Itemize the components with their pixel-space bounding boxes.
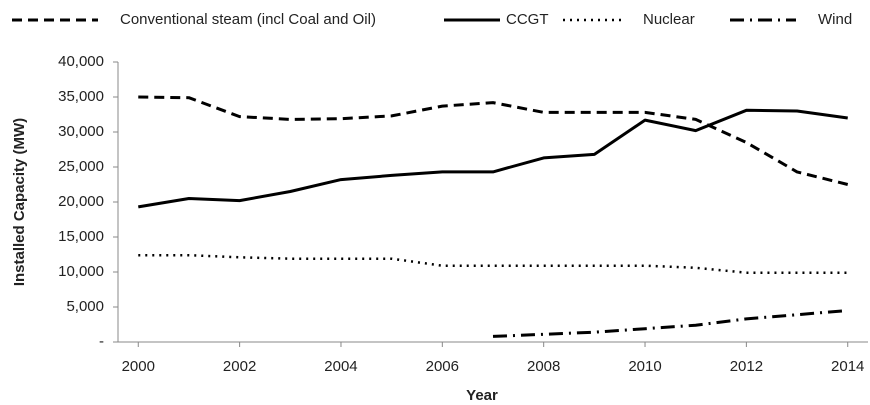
x-tick-label: 2012 — [730, 358, 763, 375]
series-line — [138, 253, 848, 274]
x-tick-label: 2010 — [628, 358, 661, 375]
y-tick-label: 15,000 — [58, 228, 104, 245]
x-tick-label: 2002 — [223, 358, 256, 375]
x-tick-label: 2004 — [324, 358, 357, 375]
x-tick-label: 2000 — [122, 358, 155, 375]
legend-label: CCGT — [506, 11, 549, 28]
x-tick-label: 2014 — [831, 358, 864, 375]
x-tick-label: 2008 — [527, 358, 560, 375]
y-tick-label: 30,000 — [58, 123, 104, 140]
y-tick-label: 20,000 — [58, 193, 104, 210]
y-tick-label: 35,000 — [58, 88, 104, 105]
legend-label: Conventional steam (incl Coal and Oil) — [120, 11, 376, 28]
y-tick-label: - — [99, 333, 104, 350]
y-tick-label: 25,000 — [58, 158, 104, 175]
legend-label: Wind — [818, 11, 852, 28]
x-axis-label: Year — [466, 387, 498, 404]
y-axis-label: Installed Capacity (MW) — [11, 118, 28, 286]
legend-label: Nuclear — [643, 11, 695, 28]
series-line — [138, 108, 848, 209]
x-tick-label: 2006 — [426, 358, 459, 375]
y-tick-label: 10,000 — [58, 263, 104, 280]
y-tick-label: 5,000 — [66, 298, 104, 315]
series-line — [492, 309, 848, 338]
series-line — [138, 95, 849, 186]
y-tick-label: 40,000 — [58, 53, 104, 70]
